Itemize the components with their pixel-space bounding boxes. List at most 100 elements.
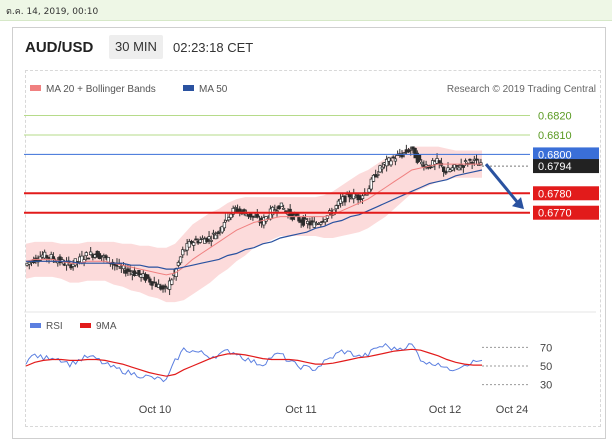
candle-body (437, 160, 441, 164)
bollinger-band (26, 146, 482, 303)
candle-body (205, 237, 209, 242)
candle-body (450, 167, 455, 171)
candle-body (238, 208, 242, 212)
candle-body (104, 255, 108, 259)
candle-body (374, 174, 378, 178)
x-tick-label-2: Oct 11 (285, 404, 317, 416)
candle-body (275, 210, 279, 213)
candle-body (270, 206, 275, 216)
candle-body (146, 274, 150, 279)
rsi-plot: 70 50 30 (25, 342, 552, 392)
top-bar: ต.ค. 14, 2019, 00:10 (0, 0, 612, 21)
legend-ma20-swatch (30, 85, 41, 91)
candle-body (448, 169, 452, 172)
candle-body (227, 217, 231, 221)
candle-body (233, 207, 238, 209)
candle-body (198, 239, 202, 243)
candle-body (420, 161, 424, 165)
candle-body (152, 281, 156, 284)
x-tick-label-1: Oct 10 (139, 404, 171, 416)
candle-body (51, 256, 56, 260)
legend-rsi-swatch (30, 323, 41, 328)
candle-body (222, 222, 227, 229)
candle-body (284, 210, 288, 213)
candle-body (319, 222, 323, 225)
level-label: 0.6770 (538, 208, 572, 220)
candle-body (369, 178, 373, 190)
candle-body (411, 146, 415, 149)
candle-body (384, 158, 389, 167)
main-plot (25, 144, 483, 303)
candle-body (38, 256, 42, 261)
legend-9ma-swatch (80, 323, 91, 328)
level-label: 0.6794 (538, 161, 572, 173)
candle-body (347, 194, 352, 198)
candle-body (178, 256, 183, 264)
candle-body (211, 232, 216, 235)
candle-body (181, 249, 185, 256)
candle-body (121, 265, 126, 270)
candle-body (192, 242, 196, 246)
candle-body (213, 234, 218, 240)
candle-body (387, 157, 391, 162)
level-label: 0.6780 (538, 188, 572, 200)
rsi-tick-label: 30 (540, 380, 552, 392)
candle-body (150, 281, 154, 286)
candle-body (167, 280, 172, 290)
last-price-tag (533, 159, 599, 174)
rsi-tick-label: 70 (540, 342, 552, 354)
candle-body (474, 158, 479, 161)
candle-body (132, 270, 137, 277)
rsi-line (25, 342, 483, 383)
ma20-line (25, 163, 482, 276)
candle-body (468, 158, 472, 161)
forecast-arrow-shaft (484, 163, 521, 206)
candle-body (128, 270, 132, 272)
candle-body (389, 160, 393, 166)
candle-body (402, 152, 406, 155)
candle-body (279, 202, 284, 207)
candle-body (334, 205, 338, 210)
forecast-arrow-head (512, 197, 524, 210)
candle-body (391, 156, 395, 159)
x-tick-label-4: Oct 24 (496, 404, 528, 416)
candle-body (170, 279, 174, 285)
candle-body (137, 270, 141, 276)
pair-label: AUD/USD (25, 39, 94, 56)
candle-body (216, 232, 220, 234)
candle-body (424, 164, 428, 167)
candle-body (207, 236, 211, 240)
legend-ma50-label: MA 50 (199, 84, 228, 95)
legend-9ma-label: 9MA (96, 321, 117, 332)
candle-body (417, 154, 422, 161)
candle-body (187, 241, 191, 248)
candle-body (409, 148, 413, 151)
candle-body (209, 240, 213, 242)
candle-body (360, 195, 365, 200)
candle-body (380, 166, 384, 170)
candle-body (183, 249, 187, 252)
candle-body (308, 222, 312, 226)
legend-ma20-label: MA 20 + Bollinger Bands (46, 84, 156, 95)
candle-body (367, 188, 371, 193)
candle-body (277, 205, 281, 210)
level-label: 0.6800 (538, 149, 572, 161)
candle-body (461, 165, 466, 168)
candle-body (27, 261, 31, 265)
candle-body (231, 207, 235, 215)
candle-body (455, 165, 459, 167)
candle-body (323, 219, 327, 223)
candle-body (255, 214, 259, 218)
rsi-tick-label: 50 (540, 361, 552, 373)
candle-body (457, 167, 461, 171)
time-label: 02:23:18 CET (173, 40, 254, 55)
rsi-9ma-line (25, 348, 482, 377)
chart-header: AUD/USD 30 MIN 02:23:18 CET (13, 28, 605, 68)
timeframe-button[interactable]: 30 MIN (109, 35, 163, 59)
support-tag (533, 186, 599, 201)
candle-body (301, 216, 305, 226)
candle-body (273, 209, 277, 211)
candle-body (400, 154, 404, 158)
